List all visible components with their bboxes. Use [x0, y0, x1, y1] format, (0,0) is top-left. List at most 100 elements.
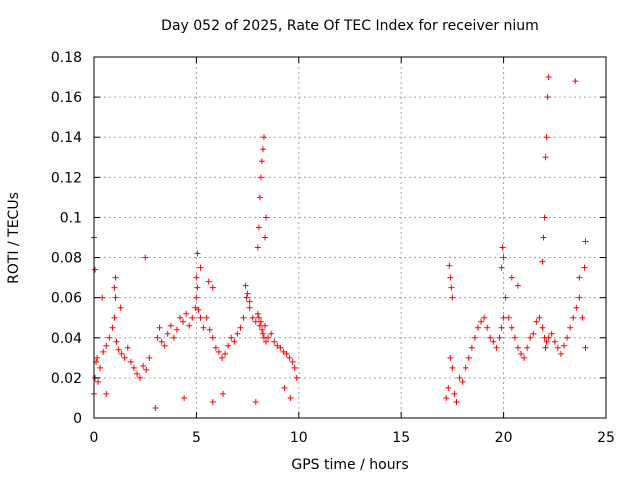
data-point [447, 274, 454, 281]
data-point [544, 94, 551, 101]
data-point [582, 238, 589, 245]
data-point [246, 298, 253, 305]
data-point [453, 398, 460, 405]
data-point [259, 330, 266, 337]
data-point [154, 334, 161, 341]
data-point [170, 334, 177, 341]
data-point [257, 174, 264, 181]
data-point [459, 378, 466, 385]
data-point [449, 364, 456, 371]
data-point [137, 374, 144, 381]
data-point [291, 364, 298, 371]
x-tick-label: 0 [90, 430, 99, 446]
data-point [95, 378, 102, 385]
data-point [194, 284, 201, 291]
data-point [280, 348, 287, 355]
data-point [106, 334, 113, 341]
data-point [498, 324, 505, 331]
data-point [193, 274, 200, 281]
y-axis-label-text: ROTI / TECUs [6, 192, 22, 284]
data-point [124, 344, 131, 351]
data-point [112, 274, 119, 281]
data-point [511, 334, 518, 341]
data-point [508, 324, 515, 331]
data-point [502, 294, 509, 301]
data-point [508, 274, 515, 281]
data-point [445, 384, 452, 391]
data-point [215, 348, 222, 355]
data-point [244, 290, 251, 297]
data-point [228, 334, 235, 341]
data-point [543, 338, 550, 345]
data-point [111, 314, 118, 321]
data-point [581, 264, 588, 271]
y-tick-label: 0.14 [51, 130, 82, 146]
data-point [177, 314, 184, 321]
data-point [567, 324, 574, 331]
data-point [293, 374, 300, 381]
data-point [242, 282, 249, 289]
data-point [234, 330, 241, 337]
data-point [557, 350, 564, 357]
data-point [465, 354, 472, 361]
data-point [543, 134, 550, 141]
data-point [219, 354, 225, 361]
x-tick-label: 15 [392, 430, 410, 446]
data-point [447, 354, 454, 361]
data-point [222, 350, 229, 357]
data-point [255, 224, 262, 231]
data-point [254, 244, 261, 251]
x-axis-label: GPS time / hours [291, 457, 409, 473]
data-point [117, 304, 124, 311]
data-point [539, 324, 546, 331]
data-point [186, 322, 193, 329]
data-point [220, 390, 227, 397]
data-point [209, 398, 216, 405]
data-point [530, 330, 537, 337]
data-point [576, 274, 583, 281]
data-point [263, 338, 270, 345]
data-point [524, 344, 531, 351]
data-point [471, 334, 478, 341]
data-point [265, 334, 272, 341]
x-tick-label: 25 [597, 430, 615, 446]
data-point [283, 350, 290, 357]
data-point [561, 342, 568, 349]
data-point [576, 294, 583, 301]
data-point [146, 354, 153, 361]
data-point [462, 364, 469, 371]
data-point [237, 324, 244, 331]
data-point [536, 314, 543, 321]
data-point [173, 326, 180, 333]
data-point [448, 284, 455, 291]
data-point [277, 344, 284, 351]
data-point [449, 294, 456, 301]
data-point [500, 254, 507, 261]
data-point [100, 348, 107, 355]
x-tick-label: 10 [290, 430, 308, 446]
data-point [274, 342, 281, 349]
data-point [183, 310, 190, 317]
data-point [231, 338, 238, 345]
y-tick-label: 0.1 [60, 210, 82, 226]
data-point [249, 314, 256, 321]
data-point [478, 318, 485, 325]
y-tick-label: 0.16 [51, 90, 82, 106]
data-point [130, 364, 137, 371]
data-point [289, 358, 296, 365]
data-point [254, 310, 261, 317]
grid-lines [94, 57, 606, 418]
data-point [164, 330, 171, 337]
data-point [456, 374, 463, 381]
data-point [256, 322, 263, 329]
data-point [161, 342, 168, 349]
data-point [121, 354, 128, 361]
data-point [156, 324, 163, 331]
data-point [542, 154, 549, 161]
data-point [195, 306, 202, 313]
data-point [481, 314, 488, 321]
data-point [541, 214, 548, 221]
data-point [498, 264, 505, 271]
data-point [192, 304, 199, 311]
y-tick-label: 0.04 [51, 331, 82, 347]
